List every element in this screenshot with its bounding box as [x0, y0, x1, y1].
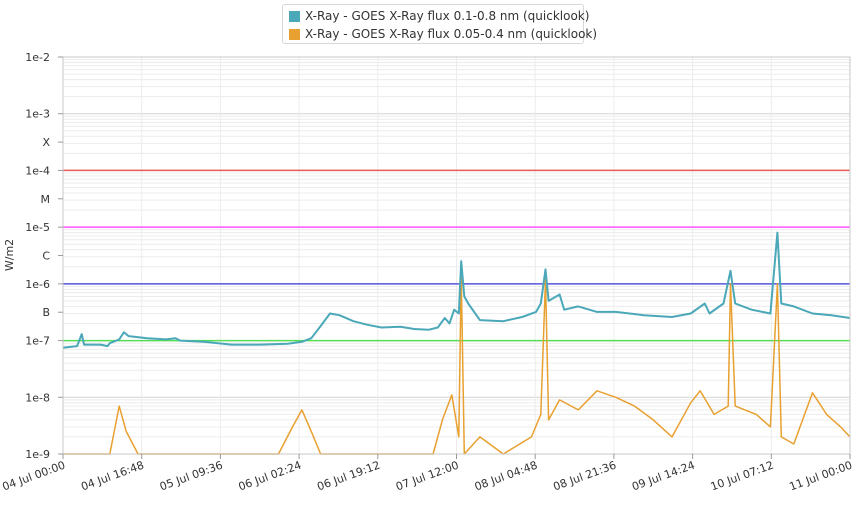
- x-tick-label: 06 Jul 19:12: [315, 459, 381, 494]
- y-tick-label: M: [41, 193, 51, 206]
- series-lines: [62, 231, 851, 455]
- legend-item-series-2[interactable]: X-Ray - GOES X-Ray flux 0.05-0.4 nm (qui…: [289, 25, 597, 43]
- x-tick-label: 04 Jul 00:00: [1, 459, 67, 494]
- y-axis-labels: 1e-2 1e-3 X 1e-4 M 1e-5 C 1e-6 B 1e-7 1e-8 1e-9: [25, 51, 63, 461]
- x-tick-label: 04 Jul 16:48: [79, 459, 145, 494]
- y-tick-label: X: [42, 136, 50, 149]
- y-tick-label: 1e-7: [25, 335, 50, 348]
- y-tick-label: C: [42, 250, 50, 263]
- x-tick-label: 08 Jul 04:48: [473, 459, 539, 494]
- y-tick-label: 1e-9: [25, 448, 50, 461]
- y-tick-label: 1e-4: [25, 164, 50, 177]
- y-axis-title: W/m2: [3, 239, 16, 271]
- x-axis-labels: 04 Jul 00:00 04 Jul 16:48 05 Jul 09:36 06 J…: [1, 454, 854, 493]
- threshold-lines: [63, 169, 850, 342]
- y-tick-label: 1e-5: [25, 221, 50, 234]
- x-tick-label: 05 Jul 09:36: [158, 459, 224, 494]
- series-line-1: [62, 231, 851, 349]
- x-tick-label: 06 Jul 02:24: [237, 459, 303, 494]
- legend-item-series-1[interactable]: X-Ray - GOES X-Ray flux 0.1-0.8 nm (quic…: [289, 7, 589, 25]
- x-tick-label: 10 Jul 07:12: [709, 459, 775, 494]
- legend-swatch-series-2: [289, 28, 300, 40]
- grid: [62, 57, 851, 455]
- legend-label-series-2: X-Ray - GOES X-Ray flux 0.05-0.4 nm (qui…: [305, 27, 598, 41]
- y-tick-label: 1e-6: [25, 278, 50, 291]
- y-tick-label: 1e-2: [25, 51, 50, 64]
- x-tick-label: 08 Jul 21:36: [551, 459, 617, 494]
- y-tick-label: 1e-8: [25, 391, 50, 404]
- x-tick-label: 09 Jul 14:24: [630, 459, 696, 494]
- legend-swatch-series-1: [289, 10, 300, 22]
- y-tick-label: 1e-3: [25, 108, 50, 121]
- series-line-2: [63, 273, 851, 455]
- y-tick-label: B: [42, 306, 50, 319]
- legend: X-Ray - GOES X-Ray flux 0.1-0.8 nm (quic…: [282, 4, 597, 44]
- x-tick-label: 11 Jul 00:00: [788, 459, 854, 494]
- legend-label-series-1: X-Ray - GOES X-Ray flux 0.1-0.8 nm (quic…: [305, 9, 590, 23]
- x-tick-label: 07 Jul 12:00: [394, 459, 460, 494]
